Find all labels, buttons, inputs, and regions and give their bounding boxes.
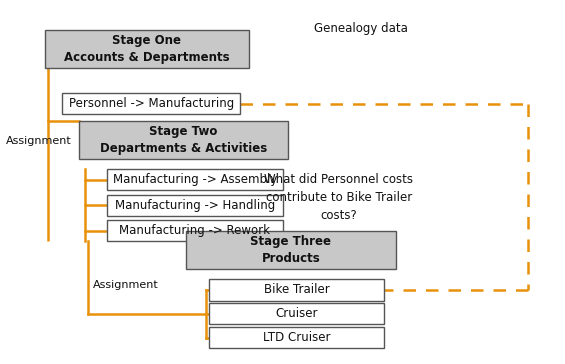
FancyBboxPatch shape — [107, 220, 282, 241]
Text: Cruiser: Cruiser — [275, 308, 318, 320]
FancyBboxPatch shape — [45, 29, 249, 68]
FancyBboxPatch shape — [209, 303, 384, 324]
FancyBboxPatch shape — [62, 93, 240, 114]
Text: Manufacturing -> Rework: Manufacturing -> Rework — [119, 224, 271, 237]
FancyBboxPatch shape — [107, 169, 282, 190]
FancyBboxPatch shape — [79, 121, 288, 159]
Text: Stage One
Accounts & Departments: Stage One Accounts & Departments — [64, 34, 230, 64]
Text: What did Personnel costs
contribute to Bike Trailer
costs?: What did Personnel costs contribute to B… — [264, 173, 414, 222]
Text: Bike Trailer: Bike Trailer — [264, 284, 329, 296]
Text: Manufacturing -> Assembly: Manufacturing -> Assembly — [113, 173, 277, 186]
FancyBboxPatch shape — [186, 232, 396, 269]
Text: Manufacturing -> Handling: Manufacturing -> Handling — [115, 199, 275, 212]
FancyBboxPatch shape — [107, 195, 282, 216]
Text: Genealogy data: Genealogy data — [314, 22, 407, 35]
Text: Personnel -> Manufacturing: Personnel -> Manufacturing — [68, 97, 234, 110]
FancyBboxPatch shape — [209, 279, 384, 301]
FancyBboxPatch shape — [209, 327, 384, 348]
Text: Stage Three
Products: Stage Three Products — [250, 236, 332, 265]
Text: Stage Two
Departments & Activities: Stage Two Departments & Activities — [100, 125, 267, 155]
Text: Assignment: Assignment — [6, 136, 71, 146]
Text: LTD Cruiser: LTD Cruiser — [263, 331, 331, 344]
Text: Assignment: Assignment — [93, 280, 159, 290]
